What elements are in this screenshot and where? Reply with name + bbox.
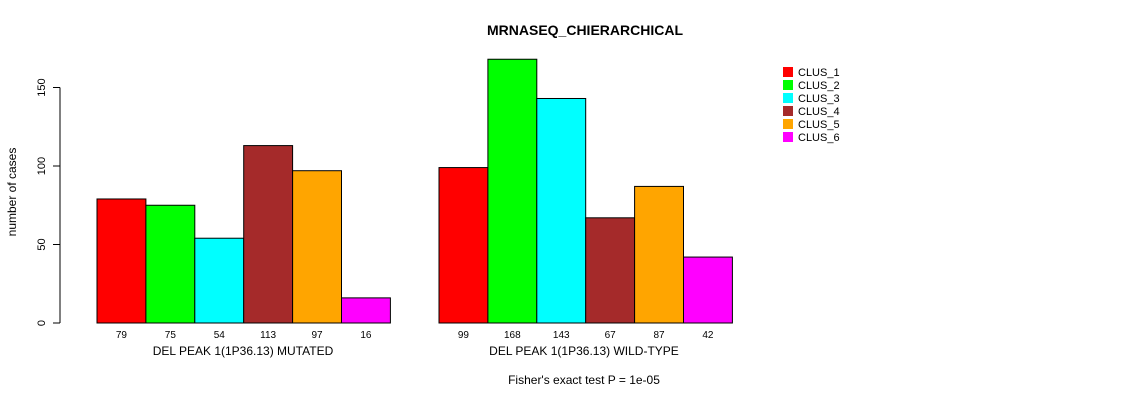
bar-wild-type-clus-6 (683, 256, 733, 324)
count-label-mutated-2: 75 (165, 330, 177, 341)
legend-swatch-5 (783, 119, 793, 129)
bar-mutated-clus-4 (243, 145, 294, 324)
count-label-wild-type-5: 87 (653, 330, 665, 341)
legend-swatch-6 (783, 132, 793, 142)
bar-wild-type-clus-4 (585, 217, 636, 324)
count-label-mutated-5: 97 (311, 330, 323, 341)
chart-title: MRNASEQ_CHIERARCHICAL (487, 22, 683, 38)
y-axis-label: number of cases (5, 148, 19, 237)
legend-swatch-1 (783, 67, 793, 77)
group-label-mutated: DEL PEAK 1(1P36.13) MUTATED (153, 344, 334, 358)
count-label-mutated-6: 16 (360, 330, 372, 341)
legend-label-5: CLUS_5 (798, 119, 840, 131)
count-label-wild-type-4: 67 (605, 330, 617, 341)
count-labels: 79 75 54 113 97 16 99 168 143 67 87 42 (116, 330, 714, 341)
legend-label-4: CLUS_4 (798, 106, 840, 118)
bar-wild-type-clus-3 (536, 97, 587, 324)
bar-wild-type-clus-1 (438, 167, 489, 324)
bar-mutated-clus-2 (145, 204, 196, 324)
legend-swatch-4 (783, 106, 793, 116)
count-label-mutated-1: 79 (116, 330, 128, 341)
y-tick-label-150: 150 (36, 78, 48, 96)
y-tick-label-50: 50 (36, 238, 48, 250)
legend-label-1: CLUS_1 (798, 67, 840, 79)
count-label-wild-type-1: 99 (458, 330, 470, 341)
bar-mutated-clus-1 (96, 198, 147, 324)
bars (96, 58, 733, 324)
legend-swatch-2 (783, 80, 793, 90)
legend-label-3: CLUS_3 (798, 93, 840, 105)
bar-mutated-clus-6 (341, 297, 391, 324)
y-tick-label-100: 100 (36, 157, 48, 175)
count-label-wild-type-6: 42 (702, 330, 714, 341)
y-tick-label-0: 0 (36, 320, 48, 326)
count-label-mutated-4: 113 (260, 330, 276, 341)
bar-mutated-clus-3 (194, 237, 245, 324)
legend-label-2: CLUS_2 (798, 80, 840, 92)
fisher-test-annotation: Fisher's exact test P = 1e-05 (508, 373, 660, 387)
y-axis: 0 50 100 150 (36, 78, 61, 326)
bar-wild-type-clus-2 (487, 58, 538, 324)
legend-label-6: CLUS_6 (798, 132, 840, 144)
legend-swatch-3 (783, 93, 793, 103)
count-label-wild-type-3: 143 (553, 330, 570, 341)
bar-wild-type-clus-5 (634, 185, 684, 324)
count-label-wild-type-2: 168 (504, 330, 521, 341)
count-label-mutated-3: 54 (214, 330, 226, 341)
bar-mutated-clus-5 (292, 170, 343, 324)
group-label-wild-type: DEL PEAK 1(1P36.13) WILD-TYPE (489, 344, 679, 358)
